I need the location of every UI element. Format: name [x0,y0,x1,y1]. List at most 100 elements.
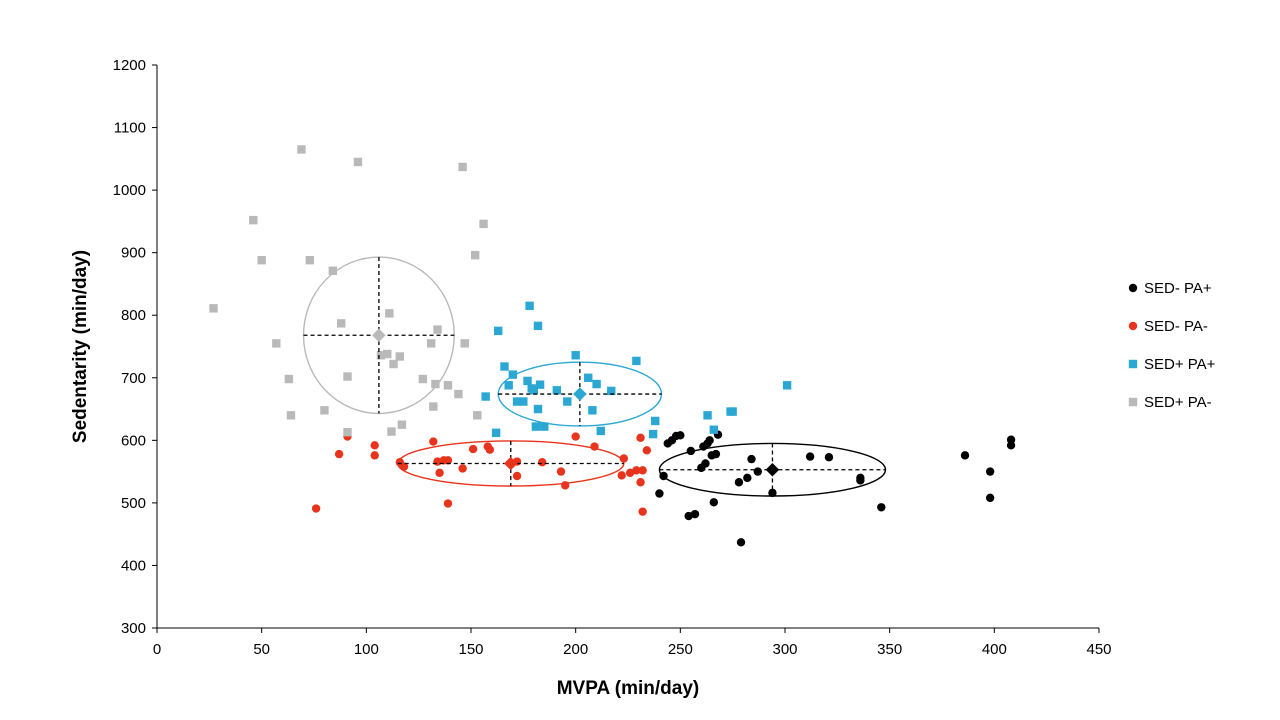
data-point [383,349,392,359]
mean-marker [503,456,518,471]
data-point [728,407,737,416]
data-point [596,426,605,436]
legend: SED- PA+ SED- PA- SED+ PA+ SED+ PA- [1128,280,1216,411]
legend-label: SED- PA+ [1144,280,1212,297]
legend-label: SED+ PA- [1144,394,1212,411]
x-tick-label: 300 [772,641,797,658]
data-point [494,326,503,336]
data-point [519,397,528,406]
data-point [397,420,407,429]
data-point [353,157,363,167]
data-point [632,356,641,366]
data-point [427,339,436,348]
data-point [481,392,490,401]
data-point [454,389,463,399]
data-point [655,489,664,498]
data-point [747,454,756,464]
data-point [272,339,281,348]
data-point [571,432,580,441]
mean-markers [372,328,780,477]
data-point [590,442,599,451]
data-point [642,446,652,455]
data-point [561,481,570,490]
data-points [209,145,1016,547]
data-point [512,397,522,406]
data-point [651,416,660,426]
data-point [535,380,545,389]
y-axis-ticks: 300 400 500 600 700 800 900 1000 1100 1200 [113,57,157,637]
data-point [588,406,597,415]
mean-marker [572,387,587,401]
data-point [636,433,645,443]
data-point [479,219,488,229]
data-point [703,411,712,420]
data-point [491,428,501,438]
data-point [470,250,480,260]
legend-marker [1128,397,1138,407]
legend-marker [1128,359,1138,369]
data-point [985,467,995,476]
data-point [460,339,469,348]
data-point [343,428,352,437]
data-point [782,381,792,390]
data-point [686,446,695,456]
data-point [385,309,394,318]
y-tick-label: 300 [121,620,146,637]
data-point [856,476,865,485]
mean-marker [765,462,780,477]
data-point [636,478,645,487]
y-tick-label: 1000 [113,182,146,199]
x-tick-label: 450 [1086,641,1111,658]
data-point [504,381,513,390]
data-point [512,471,522,481]
sd-ellipses [302,256,887,497]
data-point [485,445,495,454]
data-point [824,453,834,462]
data-point [395,352,405,361]
data-point [443,381,453,390]
data-point [399,462,409,471]
y-tick-label: 400 [121,557,146,574]
data-point [429,402,438,411]
x-tick-label: 0 [153,641,161,658]
x-tick-label: 200 [563,641,588,658]
y-axis-title: Sedentarity (min/day) [70,250,91,443]
data-point [592,379,601,389]
y-tick-label: 1200 [113,57,146,74]
plot-area [209,145,1016,547]
data-point [311,504,321,513]
y-tick-label: 500 [121,495,146,512]
data-point [328,266,338,276]
data-point [743,473,752,483]
data-point [676,431,685,440]
data-point [533,321,543,331]
x-tick-label: 150 [458,641,483,658]
data-point [433,325,442,334]
mean-crosshairs [303,257,886,497]
data-point [711,449,721,459]
data-point [443,499,453,508]
data-point [736,538,746,547]
data-point [337,319,346,328]
data-point [960,451,970,460]
data-point [537,458,547,467]
data-point [1006,435,1016,444]
data-point [418,374,428,384]
data-point [429,437,438,446]
legend-marker [1128,321,1138,331]
data-point [805,452,815,461]
data-point [473,411,482,420]
data-point [249,215,258,225]
data-point [701,459,710,468]
data-point [985,493,995,503]
data-point [584,373,593,382]
data-point [529,386,538,395]
y-tick-label: 1100 [114,120,146,137]
data-point [376,351,386,360]
data-point [638,507,647,516]
x-axis-ticks: 0 50 100 150 200 250 300 350 400 450 [153,628,1112,658]
data-point [458,464,467,473]
data-point [508,370,518,379]
data-point [525,301,534,311]
